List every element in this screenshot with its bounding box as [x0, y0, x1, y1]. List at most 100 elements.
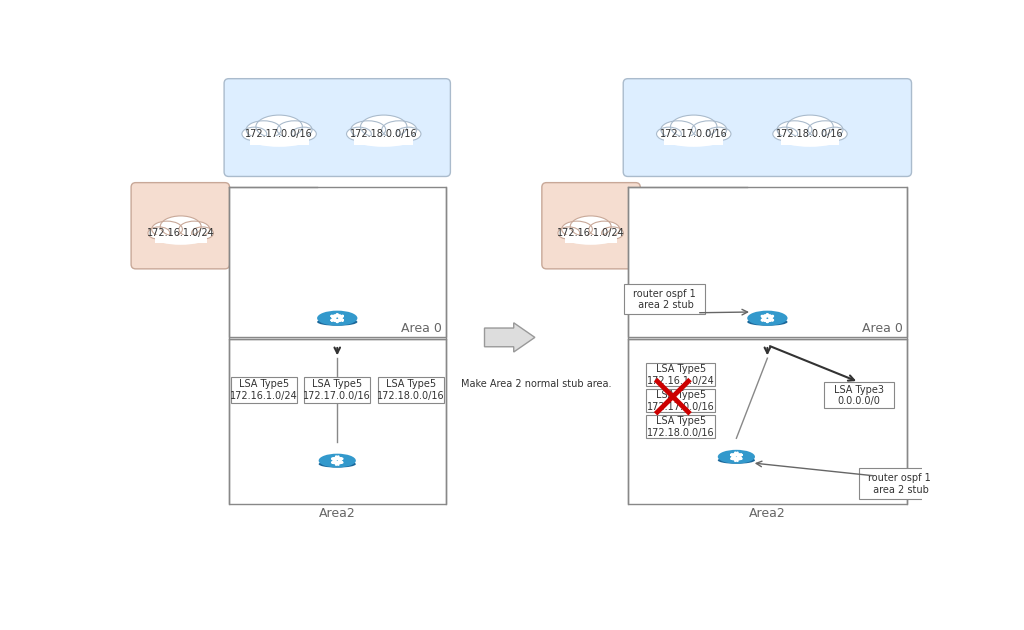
Text: LSA Type5: LSA Type5	[655, 364, 706, 374]
FancyBboxPatch shape	[131, 183, 229, 269]
Bar	[378, 377, 443, 403]
Bar	[646, 389, 716, 412]
Text: 0.0.0.0/0: 0.0.0.0/0	[838, 396, 881, 406]
Ellipse shape	[601, 227, 624, 239]
Ellipse shape	[265, 132, 293, 144]
Ellipse shape	[317, 311, 357, 326]
Bar	[628, 339, 907, 505]
Text: LSA Type3: LSA Type3	[834, 385, 884, 395]
Ellipse shape	[773, 127, 798, 140]
Ellipse shape	[147, 227, 170, 239]
Ellipse shape	[396, 127, 421, 140]
Ellipse shape	[191, 227, 213, 239]
Ellipse shape	[718, 457, 755, 464]
Ellipse shape	[565, 231, 616, 245]
Bar	[859, 468, 939, 499]
Ellipse shape	[656, 127, 681, 140]
Text: 172.17.0.0/16: 172.17.0.0/16	[303, 391, 371, 401]
Ellipse shape	[318, 454, 356, 467]
Ellipse shape	[169, 231, 193, 243]
Ellipse shape	[354, 132, 413, 147]
Text: router ospf 1: router ospf 1	[633, 289, 695, 299]
Text: 172.17.0.0/16: 172.17.0.0/16	[246, 129, 313, 139]
Bar	[646, 363, 716, 386]
Text: Area 0: Area 0	[862, 322, 903, 335]
Bar	[628, 187, 907, 338]
Text: Area 0: Area 0	[401, 322, 442, 335]
Bar	[230, 377, 297, 403]
Text: 172.17.0.0/16: 172.17.0.0/16	[647, 402, 715, 411]
Ellipse shape	[777, 121, 812, 139]
Ellipse shape	[718, 450, 755, 464]
Text: R21: R21	[326, 328, 349, 337]
Text: router ospf 1: router ospf 1	[867, 473, 931, 483]
Ellipse shape	[665, 132, 723, 147]
Bar	[565, 235, 616, 243]
Text: Area2: Area2	[749, 507, 785, 520]
Text: 172.18.0.0/16: 172.18.0.0/16	[377, 391, 444, 401]
Polygon shape	[484, 323, 535, 352]
Ellipse shape	[317, 318, 357, 326]
Text: area 2 stub: area 2 stub	[635, 300, 693, 310]
Ellipse shape	[242, 127, 266, 140]
Ellipse shape	[781, 132, 839, 147]
Bar	[624, 284, 705, 314]
Ellipse shape	[382, 121, 417, 139]
Ellipse shape	[278, 121, 312, 139]
Ellipse shape	[292, 127, 316, 140]
Bar	[824, 382, 894, 408]
Text: 172.18.0.0/16: 172.18.0.0/16	[647, 428, 715, 438]
Text: LSA Type5: LSA Type5	[386, 379, 436, 389]
Ellipse shape	[692, 121, 727, 139]
Text: LSA Type5: LSA Type5	[655, 390, 706, 400]
Text: Area2: Area2	[318, 507, 355, 520]
FancyBboxPatch shape	[542, 183, 640, 269]
Ellipse shape	[246, 121, 281, 139]
Ellipse shape	[570, 216, 611, 237]
Ellipse shape	[360, 115, 407, 139]
Ellipse shape	[579, 231, 602, 243]
Ellipse shape	[351, 121, 386, 139]
Text: 172.16.1.0/24: 172.16.1.0/24	[647, 375, 715, 386]
Ellipse shape	[256, 115, 302, 139]
Text: 172.16.1.0/24: 172.16.1.0/24	[557, 227, 625, 238]
Ellipse shape	[558, 227, 580, 239]
Bar	[354, 136, 414, 144]
Ellipse shape	[318, 461, 356, 467]
FancyBboxPatch shape	[624, 79, 911, 176]
Bar	[646, 415, 716, 438]
Bar	[155, 235, 207, 243]
Ellipse shape	[797, 132, 823, 144]
Ellipse shape	[250, 132, 308, 147]
Text: 172.16.1.0/24: 172.16.1.0/24	[229, 391, 298, 401]
Bar	[228, 339, 445, 505]
Ellipse shape	[707, 127, 731, 140]
Text: R22: R22	[724, 466, 749, 475]
Ellipse shape	[808, 121, 843, 139]
Text: 172.18.0.0/16: 172.18.0.0/16	[776, 129, 844, 139]
Ellipse shape	[671, 115, 717, 139]
Ellipse shape	[660, 121, 695, 139]
Text: R21: R21	[756, 328, 779, 337]
Bar	[780, 136, 840, 144]
Text: LSA Type5: LSA Type5	[655, 416, 706, 427]
Text: 172.16.1.0/24: 172.16.1.0/24	[146, 227, 215, 238]
Bar	[304, 377, 371, 403]
Ellipse shape	[589, 221, 620, 238]
Text: area 2 stub: area 2 stub	[869, 485, 929, 495]
Ellipse shape	[179, 221, 210, 238]
Ellipse shape	[748, 318, 787, 326]
Ellipse shape	[748, 311, 787, 326]
Bar	[665, 136, 723, 144]
Ellipse shape	[160, 216, 201, 237]
Text: 172.17.0.0/16: 172.17.0.0/16	[659, 129, 728, 139]
Ellipse shape	[562, 221, 592, 238]
Text: Make Area 2 normal stub area.: Make Area 2 normal stub area.	[461, 379, 611, 389]
Bar	[228, 187, 445, 338]
Ellipse shape	[152, 221, 182, 238]
Text: R22: R22	[326, 469, 349, 479]
Ellipse shape	[155, 231, 206, 245]
Text: LSA Type5: LSA Type5	[239, 379, 289, 389]
Ellipse shape	[371, 132, 397, 144]
Bar	[250, 136, 308, 144]
